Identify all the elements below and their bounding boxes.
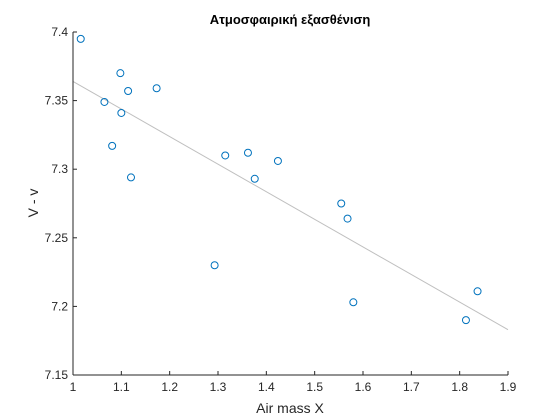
data-points-layer (76, 34, 482, 325)
fit-line (72, 80, 509, 331)
data-point (127, 173, 135, 182)
data-point (108, 141, 117, 150)
x-axis-ticks: 1 1.1 1.2 1.3 1.4 1.5 1.6 1.7 1.8 1.9 (70, 371, 517, 394)
data-point (473, 287, 482, 296)
x-axis-title: Air mass X (256, 400, 324, 416)
x-tick-label: 1.1 (113, 380, 130, 394)
x-tick-label: 1.8 (451, 380, 468, 394)
data-point (337, 199, 346, 208)
x-tick-label: 1.3 (210, 380, 227, 394)
x-tick-label: 1.5 (306, 380, 323, 394)
y-tick-label: 7.15 (45, 368, 69, 382)
x-tick-label: 1.2 (161, 380, 178, 394)
data-point (124, 86, 133, 95)
data-point (461, 316, 470, 325)
axes (72, 32, 508, 376)
x-tick-label: 1.4 (258, 380, 275, 394)
data-point (349, 298, 358, 307)
data-point (100, 97, 109, 106)
y-axis-ticks: 7.15 7.2 7.25 7.3 7.35 7.4 (45, 25, 77, 382)
data-point (343, 214, 352, 223)
data-point (250, 174, 259, 183)
x-tick-label: 1.6 (355, 380, 372, 394)
data-point (243, 148, 252, 157)
y-tick-label: 7.3 (51, 162, 68, 176)
data-point (152, 84, 161, 93)
x-tick-label: 1 (70, 380, 77, 394)
data-point (273, 156, 282, 165)
data-point (210, 261, 219, 270)
data-point (116, 69, 125, 78)
chart-title: Ατμοσφαιρική εξασθένιση (210, 12, 371, 27)
data-point (117, 108, 126, 117)
y-tick-label: 7.25 (45, 231, 69, 245)
y-tick-label: 7.2 (51, 299, 68, 313)
y-tick-label: 7.35 (45, 94, 69, 108)
plot-area (73, 32, 508, 375)
data-point (76, 34, 85, 43)
fit-line-layer (72, 80, 509, 331)
y-axis-title: V - v (25, 189, 41, 218)
y-tick-label: 7.4 (51, 25, 68, 39)
x-tick-label: 1.7 (403, 380, 420, 394)
data-point (221, 151, 230, 160)
x-tick-label: 1.9 (500, 380, 517, 394)
